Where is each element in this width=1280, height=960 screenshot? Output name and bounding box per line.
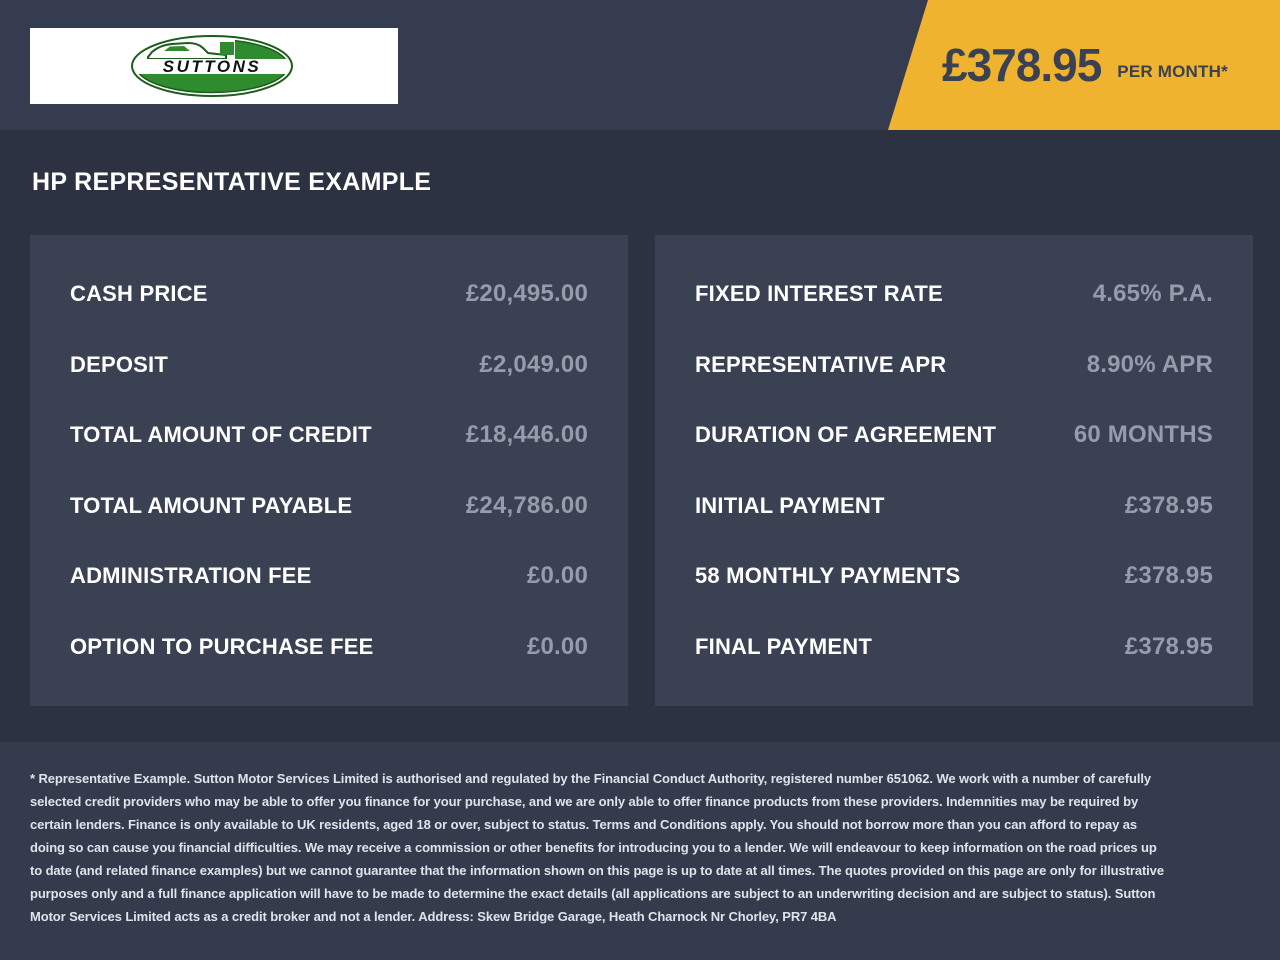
row-value: £24,786.00 (465, 491, 588, 519)
row-value: £378.95 (1124, 632, 1213, 660)
row-label: DEPOSIT (70, 351, 168, 377)
row-label: CASH PRICE (70, 281, 208, 307)
disclaimer-text: * Representative Example. Sutton Motor S… (30, 771, 1164, 924)
logo-wordmark: SUTTONS (163, 57, 261, 76)
finance-row-final-payment: FINAL PAYMENT £378.95 (695, 633, 1213, 661)
finance-panel-right: FIXED INTEREST RATE 4.65% P.A. REPRESENT… (655, 235, 1253, 706)
row-label: INITIAL PAYMENT (695, 492, 885, 518)
row-label: 58 MONTHLY PAYMENTS (695, 563, 961, 589)
page-title: HP REPRESENTATIVE EXAMPLE (32, 168, 432, 196)
monthly-price-period: PER MONTH* (1117, 62, 1228, 81)
row-value: £378.95 (1124, 491, 1213, 519)
row-value: £378.95 (1124, 562, 1213, 590)
finance-row-initial-payment: INITIAL PAYMENT £378.95 (695, 492, 1213, 520)
header-bar: SUTTONS £378.95 PER MONTH* (0, 0, 1280, 130)
row-value: £20,495.00 (465, 280, 588, 308)
row-value: £18,446.00 (465, 421, 588, 449)
row-label: TOTAL AMOUNT OF CREDIT (70, 422, 372, 448)
car-icon (147, 41, 234, 60)
finance-row-duration: DURATION OF AGREEMENT 60 MONTHS (695, 421, 1213, 449)
row-value: £0.00 (526, 562, 588, 590)
finance-row-admin-fee: ADMINISTRATION FEE £0.00 (70, 562, 588, 590)
monthly-price-amount: £378.95 (942, 39, 1102, 91)
finance-panel-left: CASH PRICE £20,495.00 DEPOSIT £2,049.00 … (30, 235, 628, 706)
row-value: £0.00 (526, 632, 588, 660)
row-label: TOTAL AMOUNT PAYABLE (70, 492, 353, 518)
suttons-logo-icon: SUTTONS (131, 35, 293, 97)
row-label: OPTION TO PURCHASE FEE (70, 633, 374, 659)
dealer-logo[interactable]: SUTTONS (30, 28, 398, 104)
finance-panels: CASH PRICE £20,495.00 DEPOSIT £2,049.00 … (30, 235, 1253, 706)
finance-row-interest-rate: FIXED INTEREST RATE 4.65% P.A. (695, 280, 1213, 308)
monthly-price-banner: £378.95 PER MONTH* (888, 0, 1280, 130)
row-value: 8.90% APR (1086, 350, 1213, 378)
finance-row-cash-price: CASH PRICE £20,495.00 (70, 280, 588, 308)
finance-row-deposit: DEPOSIT £2,049.00 (70, 351, 588, 379)
row-label: DURATION OF AGREEMENT (695, 422, 997, 448)
row-value: £2,049.00 (479, 350, 588, 378)
row-label: REPRESENTATIVE APR (695, 351, 947, 377)
row-label: FIXED INTEREST RATE (695, 281, 943, 307)
finance-row-total-payable: TOTAL AMOUNT PAYABLE £24,786.00 (70, 492, 588, 520)
row-label: ADMINISTRATION FEE (70, 563, 312, 589)
disclaimer-section: * Representative Example. Sutton Motor S… (0, 742, 1280, 960)
finance-row-total-credit: TOTAL AMOUNT OF CREDIT £18,446.00 (70, 421, 588, 449)
row-label: FINAL PAYMENT (695, 633, 872, 659)
row-value: 4.65% P.A. (1092, 280, 1213, 308)
finance-row-monthly-payments: 58 MONTHLY PAYMENTS £378.95 (695, 562, 1213, 590)
finance-row-purchase-fee: OPTION TO PURCHASE FEE £0.00 (70, 633, 588, 661)
finance-row-apr: REPRESENTATIVE APR 8.90% APR (695, 351, 1213, 379)
main-content: HP REPRESENTATIVE EXAMPLE CASH PRICE £20… (0, 130, 1280, 706)
row-value: 60 MONTHS (1073, 421, 1213, 449)
